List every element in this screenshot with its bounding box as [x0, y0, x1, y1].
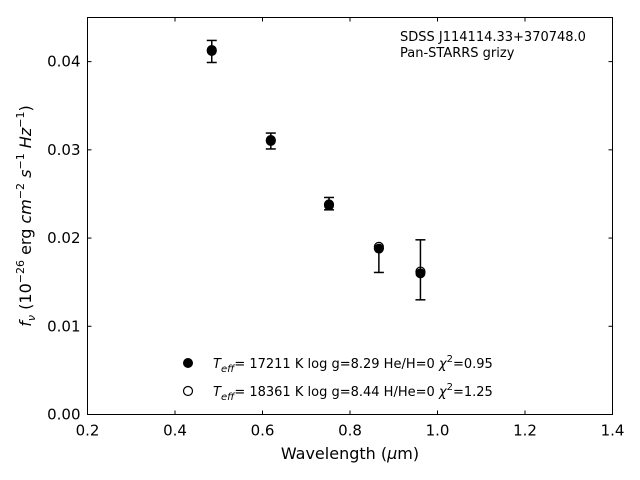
y-axis-label: fν (10−26 erg cm−2 s−1 Hz−1) [14, 105, 38, 326]
point-model-2 [415, 266, 426, 277]
x-axis-label: Wavelength (μm) [281, 444, 419, 463]
y-tick-label: 0.03 [47, 141, 80, 159]
y-tick-label: 0.00 [47, 406, 80, 424]
x-tick-label: 0.6 [251, 422, 275, 440]
annotation-survey: Pan-STARRS grizy [400, 46, 515, 61]
legend: Teff= 17211 K log g=8.29 He/H=0 χ2=0.95 … [182, 354, 493, 403]
data-points [206, 45, 426, 279]
point-model-2 [265, 135, 276, 146]
point-model-2 [206, 45, 217, 56]
y-tick-labels: 0.00 0.01 0.02 0.03 0.04 [47, 53, 80, 424]
legend-label-2: Teff= 18361 K log g=8.44 H/He=0 χ2=1.25 [213, 382, 493, 403]
annotation-object-name: SDSS J114114.33+370748.0 [400, 30, 586, 45]
y-tick-label: 0.01 [47, 317, 80, 335]
x-tick-label: 1.0 [426, 422, 450, 440]
legend-label-1: Teff= 17211 K log g=8.29 He/H=0 χ2=0.95 [213, 354, 493, 375]
point-model-2 [323, 199, 335, 210]
legend-marker-filled [183, 358, 193, 368]
y-tick-label: 0.04 [47, 53, 80, 71]
x-tick-labels: 0.2 0.4 0.6 0.8 1.0 1.2 1.4 [76, 422, 625, 440]
x-tick-label: 1.4 [601, 422, 625, 440]
x-tick-label: 0.8 [338, 422, 362, 440]
legend-marker-open [182, 385, 194, 397]
x-tick-label: 1.2 [513, 422, 537, 440]
point-model-2 [373, 241, 384, 252]
y-tick-label: 0.02 [47, 229, 80, 247]
x-tick-label: 0.2 [76, 422, 100, 440]
plot-frame [87, 17, 613, 415]
x-tick-label: 0.4 [163, 422, 187, 440]
